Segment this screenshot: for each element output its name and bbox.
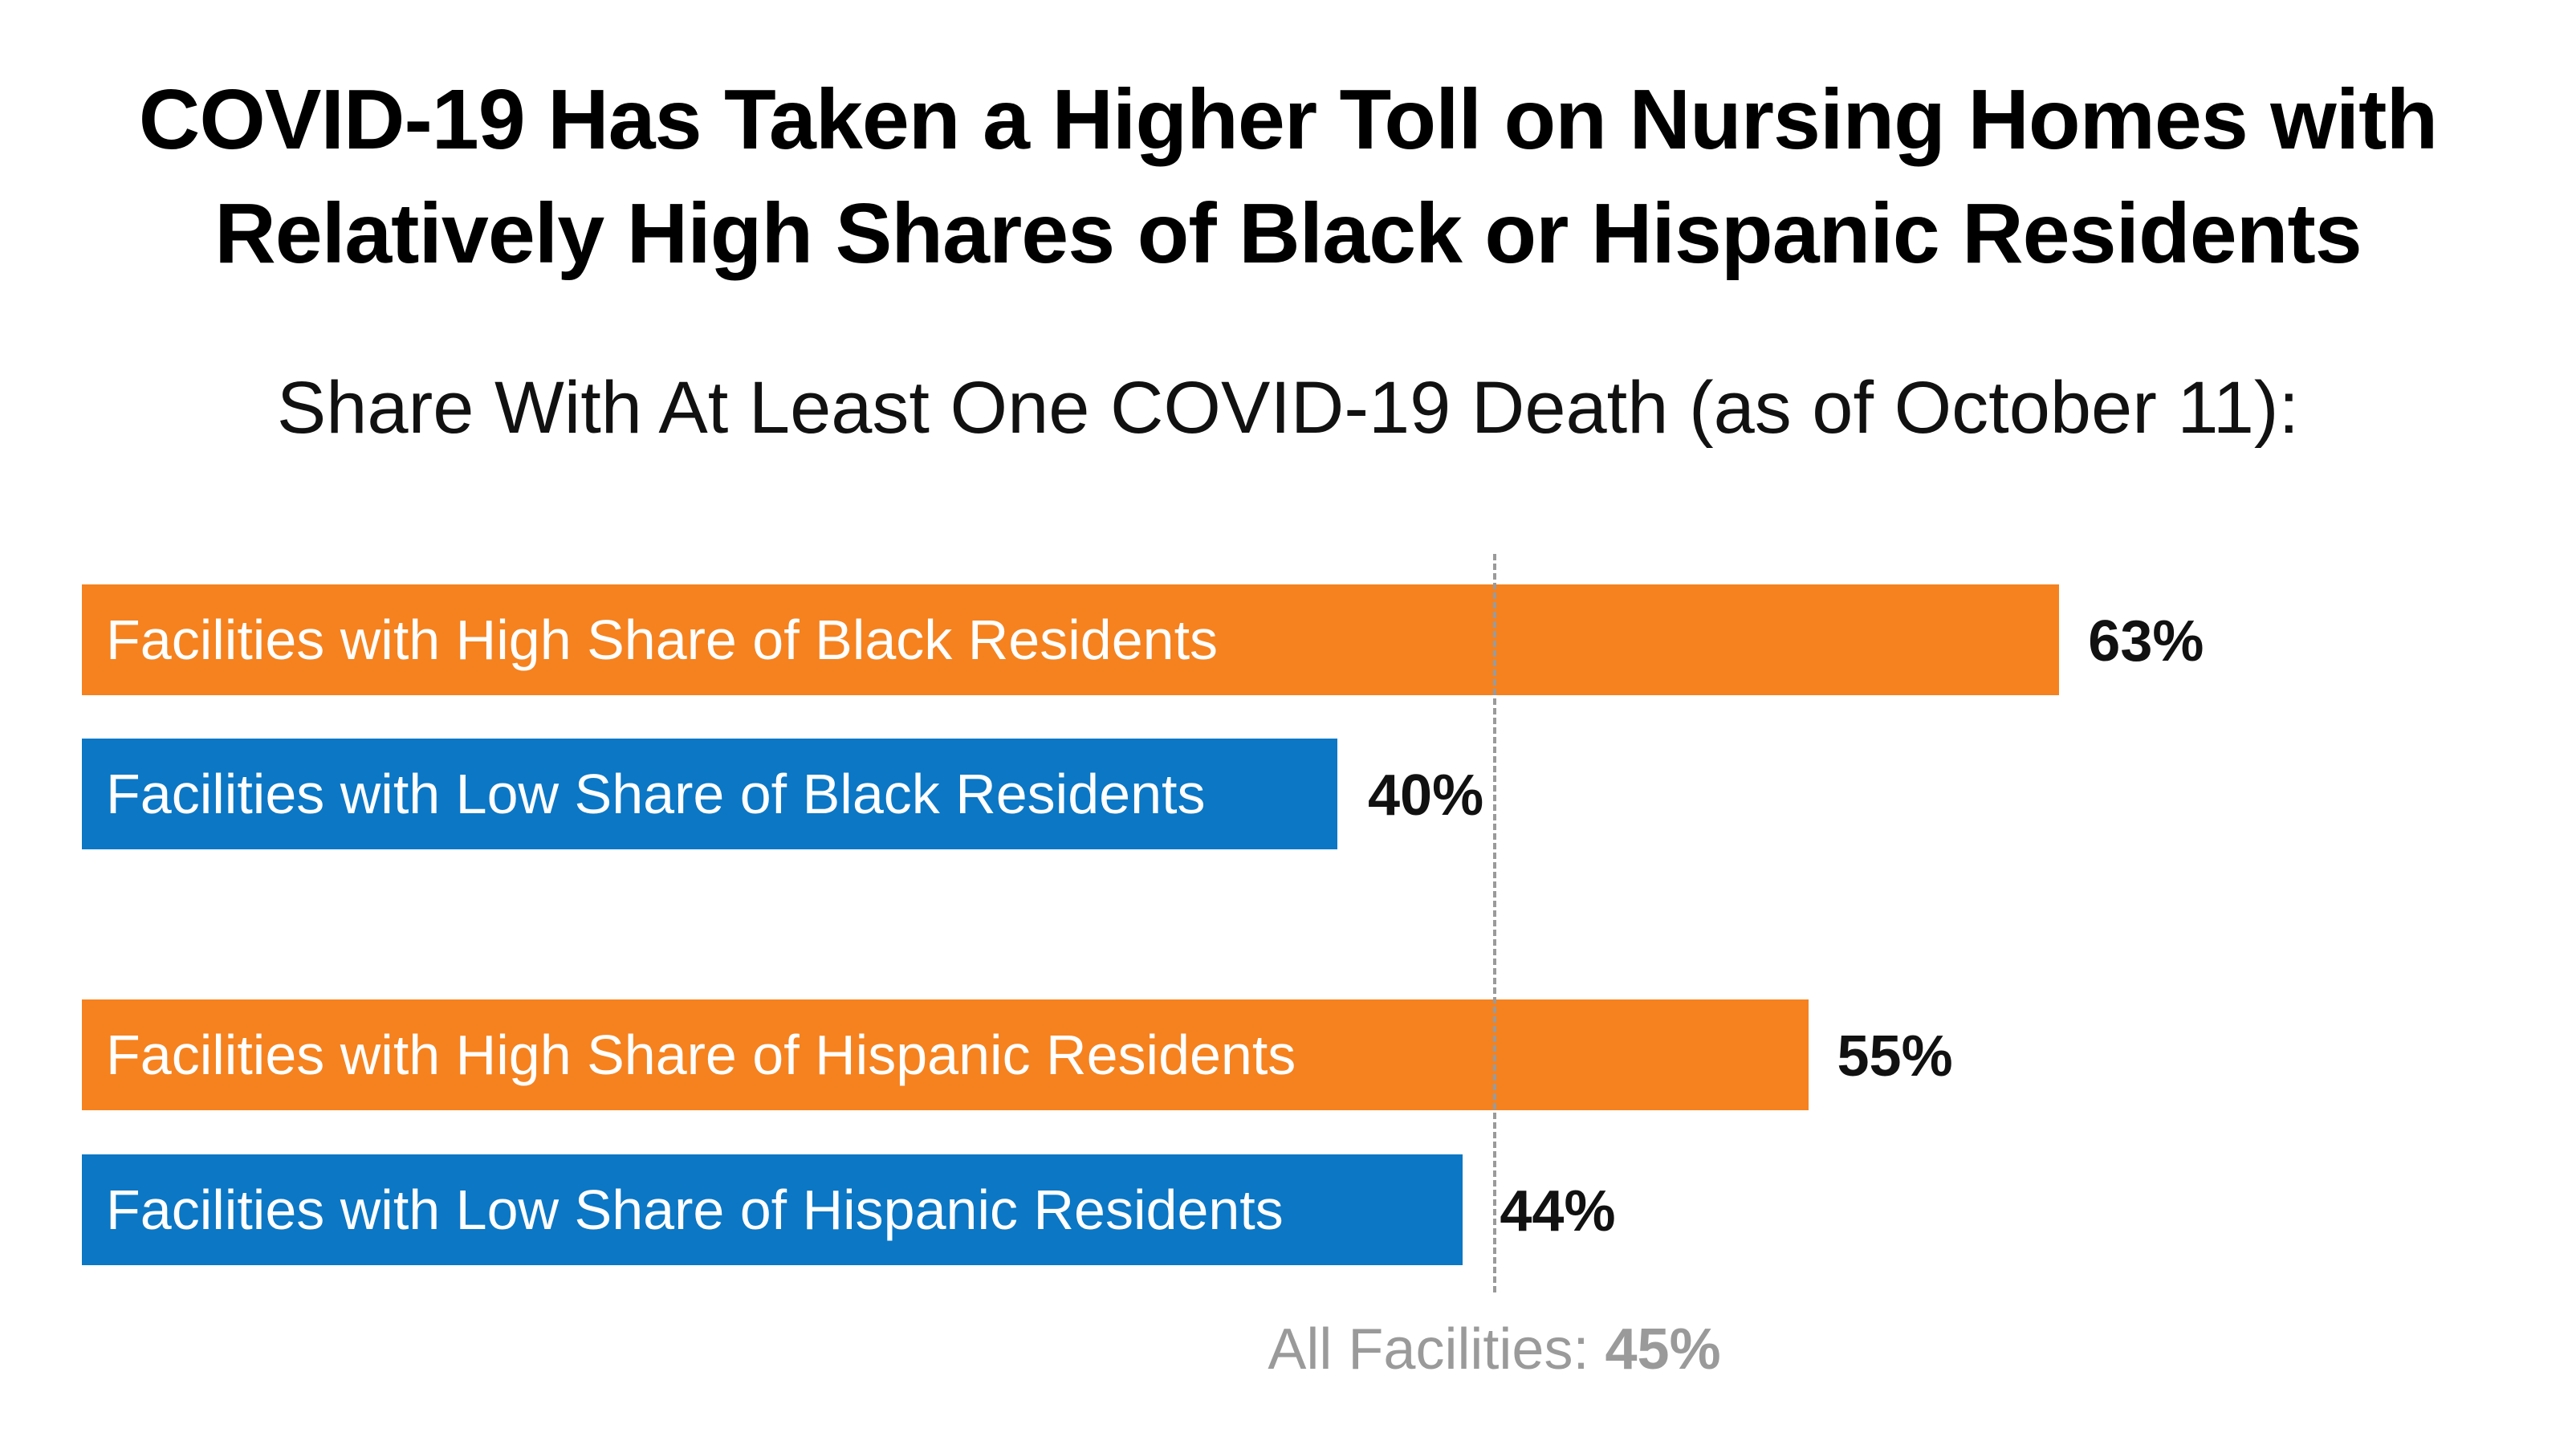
all-facilities-label-text: All Facilities: [1268,1317,1589,1382]
all-facilities-label: All Facilities: 45% [1268,1317,1720,1382]
bar-value-label: 40% [1368,763,1484,828]
bar-3: Facilities with High Share of Hispanic R… [82,999,1809,1110]
bar-value-label: 55% [1837,1024,1953,1089]
bar-4: Facilities with Low Share of Hispanic Re… [82,1154,1463,1265]
bar-value-label: 63% [2088,609,2204,674]
bar-label: Facilities with High Share of Black Resi… [106,609,1219,671]
chart-title: COVID-19 Has Taken a Higher Toll on Nurs… [138,72,2438,281]
bar-label: Facilities with Low Share of Hispanic Re… [106,1178,1284,1241]
bar-value-label: 44% [1500,1179,1616,1244]
chart-subtitle: Share With At Least One COVID-19 Death (… [276,367,2300,449]
all-facilities-reference-line [1492,554,1496,1292]
all-facilities-value: 45% [1605,1317,1721,1382]
bar-2: Facilities with Low Share of Black Resid… [82,739,1337,849]
bar-label: Facilities with High Share of Hispanic R… [106,1024,1296,1086]
bar-1: Facilities with High Share of Black Resi… [82,584,2060,695]
bar-label: Facilities with Low Share of Black Resid… [106,763,1206,825]
